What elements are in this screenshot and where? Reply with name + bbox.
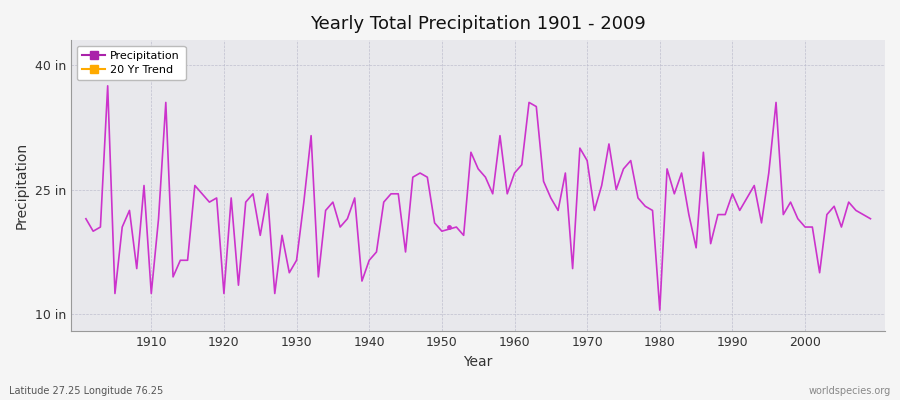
X-axis label: Year: Year (464, 355, 493, 369)
Text: Latitude 27.25 Longitude 76.25: Latitude 27.25 Longitude 76.25 (9, 386, 163, 396)
Legend: Precipitation, 20 Yr Trend: Precipitation, 20 Yr Trend (76, 46, 185, 80)
Title: Yearly Total Precipitation 1901 - 2009: Yearly Total Precipitation 1901 - 2009 (310, 15, 646, 33)
Text: worldspecies.org: worldspecies.org (809, 386, 891, 396)
Y-axis label: Precipitation: Precipitation (15, 142, 29, 229)
